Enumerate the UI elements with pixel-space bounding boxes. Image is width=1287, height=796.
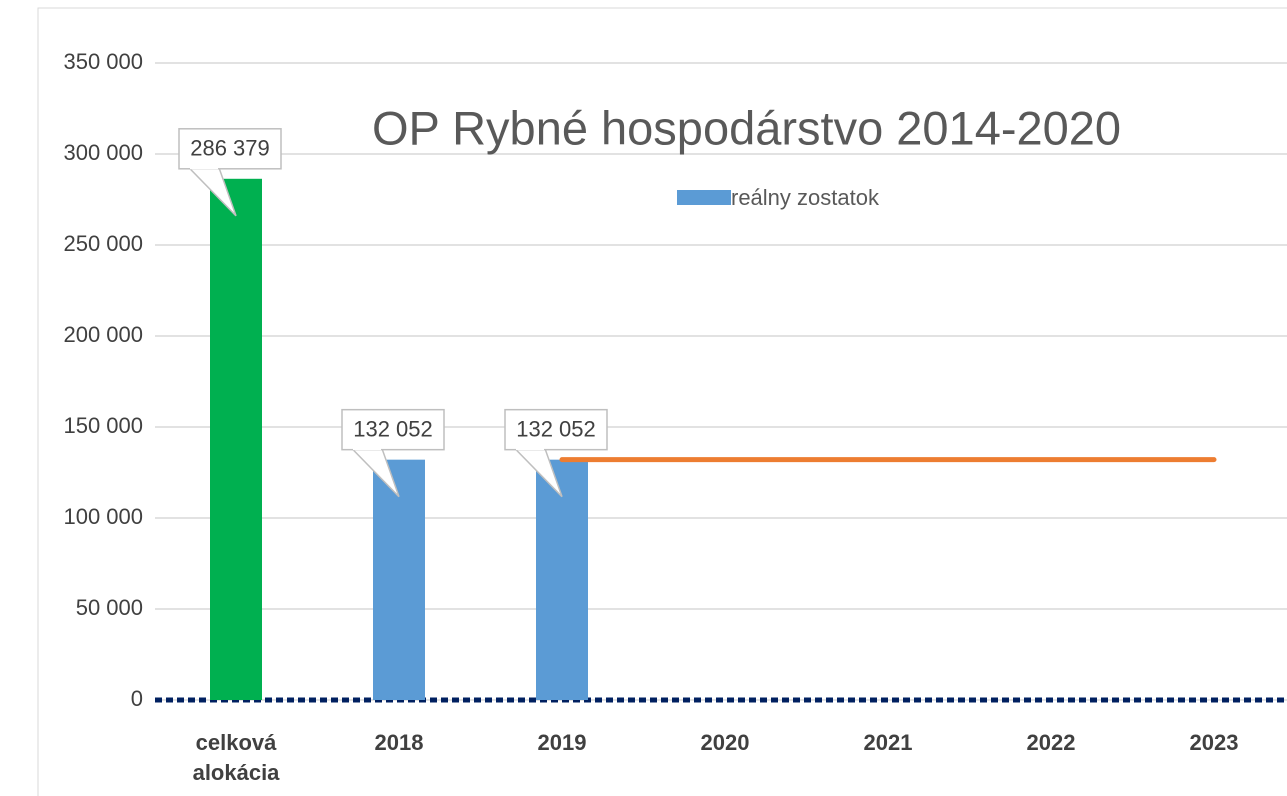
bar (210, 178, 262, 700)
bar (536, 459, 588, 700)
legend-swatch (677, 190, 731, 205)
y-tick-label: 0 (131, 686, 143, 711)
y-tick-label: 300 000 (63, 140, 143, 165)
x-tick-label: 2018 (374, 730, 424, 755)
callout-box (504, 408, 608, 451)
x-tick-label: 2019 (537, 730, 587, 755)
data-label: 132 052 (516, 416, 596, 441)
y-tick-label: 350 000 (63, 49, 143, 74)
y-tick-label: 50 000 (76, 595, 143, 620)
data-label: 132 052 (353, 416, 433, 441)
y-tick-label: 250 000 (63, 231, 143, 256)
data-label: 286 379 (190, 136, 270, 161)
x-tick-label: 2023 (1189, 730, 1239, 755)
bar (373, 459, 425, 700)
callout-box (341, 408, 445, 451)
y-tick-label: 200 000 (63, 322, 143, 347)
callout-box (178, 128, 282, 170)
x-tick-label: 2022 (1026, 730, 1076, 755)
x-tick-label: 2020 (700, 730, 750, 755)
chart-title: OP Rybné hospodárstvo 2014-2020 (372, 101, 1121, 154)
x-tick-label: celková alokácia (192, 730, 280, 785)
y-tick-label: 150 000 (63, 413, 143, 438)
y-tick-label: 100 000 (63, 504, 143, 529)
x-tick-label: 2021 (863, 730, 913, 755)
legend-label: reálny zostatok (731, 185, 880, 210)
